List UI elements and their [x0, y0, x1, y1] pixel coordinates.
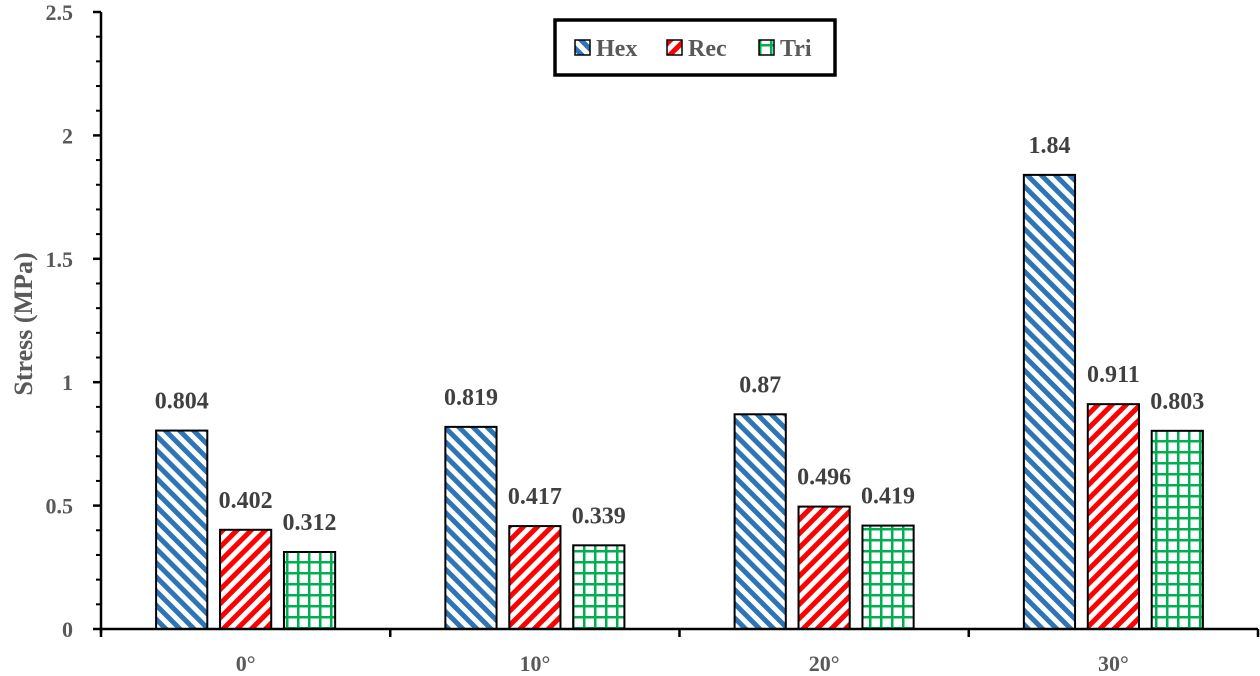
data-label: 0.803	[1150, 389, 1204, 415]
legend-label-hex: Hex	[596, 36, 637, 62]
x-tick-label: 20°	[809, 651, 840, 676]
bars-group	[155, 173, 1204, 631]
legend: Hex Rec Tri	[553, 18, 837, 77]
bar-tri	[282, 550, 337, 631]
data-label: 0.419	[861, 484, 915, 510]
bar-hex	[444, 425, 498, 630]
bar-tri	[861, 524, 915, 631]
data-label: 1.84	[1028, 133, 1070, 159]
y-tick-label: 2.5	[46, 0, 74, 25]
y-tick-label: 2	[62, 123, 73, 148]
y-tick-label: 1.5	[46, 247, 74, 272]
bar-hex	[1022, 173, 1077, 630]
bar-rec	[1086, 403, 1140, 630]
data-label: 0.804	[155, 389, 209, 415]
y-tick-label: 1	[62, 370, 73, 395]
data-label: 0.417	[508, 484, 562, 510]
data-label: 0.339	[572, 503, 626, 529]
y-axis: 0 0.5 1 1.5 2 2.5	[46, 0, 103, 642]
x-tick-label: 30°	[1098, 651, 1129, 676]
legend-label-rec: Rec	[688, 36, 727, 62]
legend-box	[553, 18, 837, 77]
y-tick-label: 0	[62, 617, 73, 642]
y-axis-title: Stress (MPa)	[9, 252, 38, 395]
x-axis: 0° 10° 20° 30°	[99, 627, 1260, 676]
data-labels-group: 0.804 0.819 0.87 1.84 0.402 0.417 0.496 0.911 0.…	[155, 133, 1205, 536]
data-label: 0.402	[219, 488, 273, 514]
legend-swatch-rec	[666, 39, 683, 56]
bar-tri	[572, 544, 626, 630]
legend-label-tri: Tri	[780, 36, 812, 62]
data-label: 0.312	[283, 510, 337, 536]
bar-rec	[797, 505, 851, 630]
data-label: 0.911	[1087, 362, 1140, 388]
bar-hex	[155, 429, 209, 631]
data-label: 0.819	[444, 385, 498, 411]
legend-swatch-tri	[758, 39, 775, 56]
x-tick-label: 10°	[519, 651, 550, 676]
bar-hex	[733, 413, 787, 630]
bar-rec	[219, 528, 273, 630]
bar-tri	[1150, 429, 1204, 631]
data-label: 0.87	[739, 372, 781, 398]
legend-swatch-hex	[574, 39, 591, 56]
data-label: 0.496	[797, 465, 851, 491]
y-tick-label: 0.5	[46, 494, 74, 519]
x-tick-label: 0°	[236, 651, 256, 676]
bar-rec	[508, 525, 562, 631]
